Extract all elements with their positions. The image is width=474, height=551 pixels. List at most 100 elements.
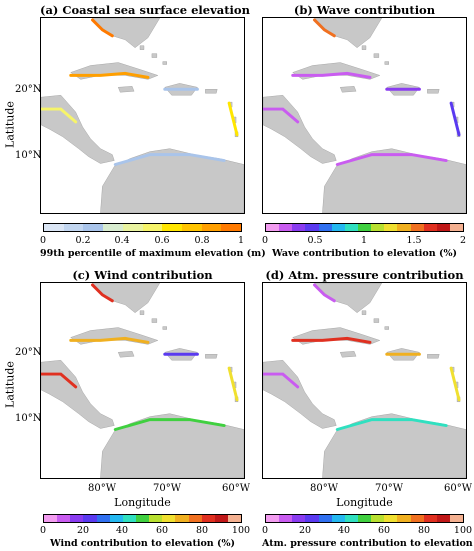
lat-tick-top-10: 10°N (15, 150, 42, 161)
map-c-svg (41, 283, 244, 478)
cbar-d-tick-1: 20 (298, 525, 312, 536)
cbar-c-tick-3: 60 (155, 525, 169, 536)
cbar-a-tick-3: 0.6 (154, 235, 170, 246)
land-shape (100, 413, 244, 478)
colorbar-b-swatch (384, 224, 398, 231)
coastline-segment (227, 101, 239, 137)
cbar-c-tick-2: 40 (115, 525, 129, 536)
coastline-segment (41, 372, 78, 389)
colorbar-a-swatch (162, 224, 182, 231)
cbar-c-tick-5: 100 (231, 525, 251, 536)
land-shape (92, 283, 161, 313)
land-shape (205, 89, 218, 94)
colorbar-d-swatch (436, 515, 450, 522)
panel-b-title: (b) Wave contribution (293, 3, 436, 17)
land-shape (322, 148, 466, 213)
cbar-d-tick-3: 60 (377, 525, 391, 536)
colorbar-d-label: Atm. pressure contribution to elevation … (262, 538, 474, 549)
colorbar-a-swatch (142, 224, 163, 231)
lon-tick-c-60: 60°W (222, 483, 251, 494)
coastline-segment (263, 372, 300, 389)
coastline-segment (69, 71, 150, 79)
y-axis-label-top: Latitude (3, 101, 17, 148)
colorbar-b-label: Wave contribution to elevation (%) (272, 248, 457, 259)
colorbar-b-swatch (410, 224, 424, 231)
coastline-segment (335, 153, 448, 166)
colorbar-c-swatch (227, 515, 242, 522)
colorbar-a-label: 99th percentile of maximum elevation (m) (40, 248, 266, 259)
colorbar-d-swatch (423, 515, 437, 522)
land-shape (100, 148, 244, 213)
colorbar-c-swatch (57, 515, 71, 522)
cbar-c-tick-4: 80 (195, 525, 209, 536)
coastline-segment (335, 418, 448, 431)
panel-d-title: (d) Atm. pressure contribution (265, 268, 464, 282)
cbar-b-tick-4: 2 (459, 235, 467, 246)
colorbar-c-swatch (162, 515, 176, 522)
colorbar-d-swatch (279, 515, 293, 522)
land-shape (361, 45, 367, 50)
colorbar-c-swatch (83, 515, 97, 522)
land-shape (117, 351, 135, 358)
panel-c-title: (c) Wind contribution (72, 268, 213, 282)
colorbar-c-swatch (188, 515, 202, 522)
land-shape (41, 95, 115, 164)
colorbar-b (265, 223, 464, 232)
colorbar-d-swatch (344, 515, 358, 522)
map-b-svg (263, 18, 466, 213)
map-panel-a (40, 17, 245, 214)
cbar-d-tick-4: 80 (417, 525, 431, 536)
colorbar-c-swatch (109, 515, 123, 522)
coastline-segment (291, 336, 372, 344)
colorbar-b-swatch (371, 224, 385, 231)
colorbar-a-swatch (44, 224, 64, 231)
land-shape (41, 360, 115, 429)
cbar-b-tick-0: 0 (261, 235, 269, 246)
colorbar-b-swatch (331, 224, 345, 231)
land-shape (322, 413, 466, 478)
colorbar-d-swatch (357, 515, 372, 522)
coastline-segment (69, 336, 150, 344)
colorbar-d-swatch (449, 515, 464, 522)
cbar-d-tick-2: 40 (337, 525, 351, 536)
colorbar-d-swatch (397, 515, 411, 522)
colorbar-b-swatch (266, 224, 280, 231)
map-d-svg (263, 283, 466, 478)
cbar-d-tick-0: 0 (261, 525, 269, 536)
x-axis-label-c: Longitude (114, 496, 171, 509)
coastline-segment (313, 18, 336, 38)
colorbar-b-swatch (449, 224, 464, 231)
land-shape (427, 354, 440, 359)
colorbar-a-swatch (201, 224, 222, 231)
colorbar-c-swatch (44, 515, 58, 522)
land-shape (151, 318, 158, 323)
land-shape (314, 18, 383, 48)
land-shape (263, 360, 337, 429)
map-panel-c (40, 282, 245, 479)
cbar-c-tick-0: 0 (39, 525, 47, 536)
land-shape (139, 310, 145, 315)
y-axis-label-bottom: Latitude (3, 361, 17, 408)
land-shape (205, 354, 218, 359)
cbar-c-tick-1: 20 (76, 525, 90, 536)
coastline-segment (41, 107, 78, 124)
map-a-svg (41, 18, 244, 213)
cbar-a-tick-4: 0.8 (194, 235, 210, 246)
colorbar-d-swatch (292, 515, 306, 522)
colorbar-c-swatch (96, 515, 110, 522)
colorbar-b-swatch (397, 224, 411, 231)
colorbar-c-swatch (175, 515, 189, 522)
colorbar-b-swatch (436, 224, 450, 231)
coastline-segment (91, 283, 114, 303)
coastline-segment (263, 107, 300, 124)
cbar-a-tick-1: 0.2 (75, 235, 91, 246)
colorbar-b-swatch (344, 224, 358, 231)
cbar-a-tick-0: 0 (39, 235, 47, 246)
colorbar-d-swatch (318, 515, 332, 522)
land-shape (151, 53, 158, 58)
colorbar-a-swatch (103, 224, 123, 231)
lon-tick-c-70: 70°W (153, 483, 182, 494)
colorbar-a-swatch (181, 224, 202, 231)
colorbar-d (265, 514, 464, 523)
lon-tick-c-80: 80°W (88, 483, 117, 494)
